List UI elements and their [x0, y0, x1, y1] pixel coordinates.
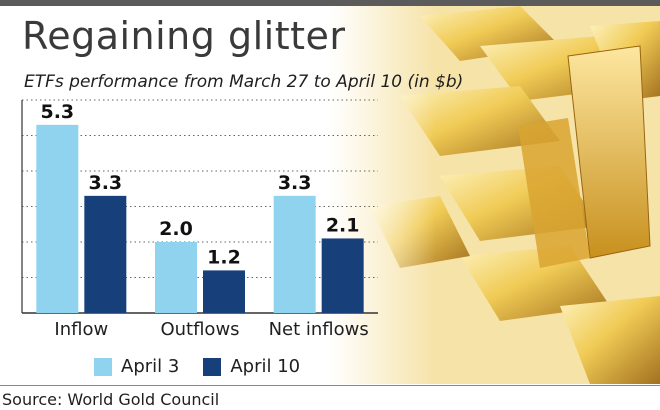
legend-item-april-10: April 10 — [203, 356, 300, 377]
legend: April 3 April 10 — [94, 356, 324, 377]
footer-rule — [0, 385, 660, 386]
legend-swatch-april-3 — [94, 357, 112, 376]
bar-inflow-april-10 — [84, 195, 127, 313]
data-label: 2.0 — [159, 218, 193, 240]
bar-net-inflows-april-10 — [321, 238, 364, 313]
legend-swatch-april-10 — [203, 357, 222, 376]
data-label: 5.3 — [40, 101, 74, 123]
bar-outflows-april-3 — [155, 242, 197, 313]
category-label: Outflows — [160, 319, 239, 340]
data-label: 2.1 — [326, 214, 360, 236]
top-rule — [0, 0, 660, 6]
source-note: Source: World Gold Council — [2, 390, 220, 409]
category-label: Inflow — [54, 319, 108, 340]
data-label: 3.3 — [88, 172, 122, 194]
bar-inflow-april-3 — [36, 124, 79, 313]
legend-label: April 3 — [121, 356, 180, 377]
bar-outflows-april-10 — [203, 270, 245, 313]
data-label: 3.3 — [278, 172, 312, 194]
legend-label: April 10 — [230, 356, 301, 377]
category-label: Net inflows — [269, 319, 369, 340]
chart-title: ETFs performance from March 27 to April … — [24, 72, 464, 92]
headline: Regaining glitter — [22, 14, 346, 58]
gold-bars-image — [0, 6, 660, 384]
legend-item-april-3: April 3 — [94, 356, 179, 377]
bar-net-inflows-april-3 — [273, 195, 316, 313]
data-label: 1.2 — [207, 246, 241, 268]
